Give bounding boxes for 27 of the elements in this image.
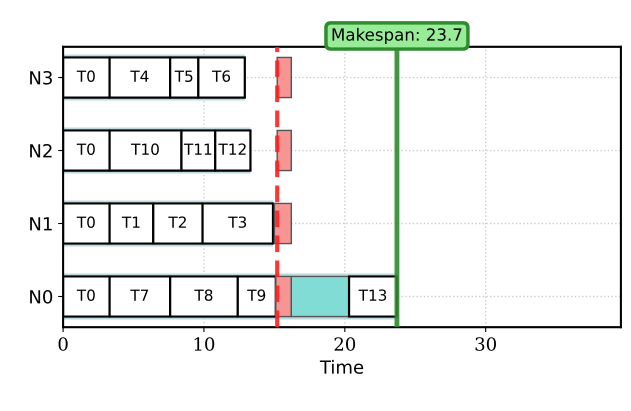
data-label: T8 [194, 289, 212, 301]
data-label: T6 [212, 70, 230, 82]
data-label: T2 [168, 216, 186, 228]
data-label: T4 [130, 70, 149, 82]
data-label: T3 [228, 216, 246, 228]
y-tick-label: N1 [30, 217, 52, 230]
y-tick-label: N3 [30, 70, 52, 85]
data-label: T10 [131, 143, 159, 155]
y-tick-label: N0 [30, 290, 52, 304]
y-tick-label: N2 [30, 144, 52, 158]
ref-line-label: Makespan: 23.7 [332, 28, 462, 44]
data-label: T9 [247, 289, 266, 301]
data-label: T12 [218, 143, 246, 155]
data-label: T0 [76, 143, 95, 155]
data-label: T13 [358, 289, 386, 301]
x-tick-label: 30 [476, 337, 496, 351]
data-label: T7 [130, 290, 148, 301]
x-tick-label: 20 [334, 337, 356, 351]
data-label: T1 [122, 216, 140, 228]
x-tick-label: 0 [58, 337, 68, 351]
data-label: T0 [76, 289, 95, 301]
data-label: T0 [76, 216, 95, 228]
data-label: T0 [76, 70, 95, 82]
x-tick-label: 10 [194, 337, 214, 351]
data-label: T11 [184, 144, 212, 155]
data-label: T5 [174, 70, 192, 82]
x-axis-title: Time [320, 360, 364, 374]
